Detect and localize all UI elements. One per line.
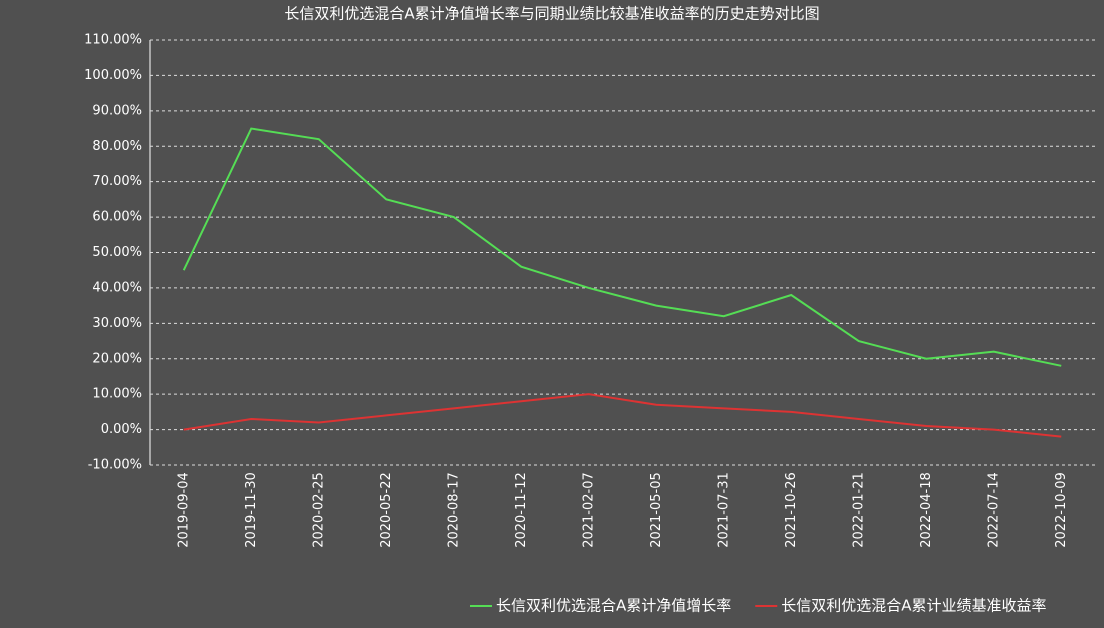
y-tick-label: 50.00% [92,245,142,260]
x-tick-label: 2021-10-26 [784,472,799,548]
x-tick-label: 2022-07-14 [986,472,1001,548]
x-tick-label: 2020-11-12 [514,472,529,548]
legend-label: 长信双利优选混合A累计业绩基准收益率 [781,597,1046,615]
x-tick-label: 2020-05-22 [379,472,394,548]
x-tick-label: 2019-09-04 [176,472,191,548]
chart-title: 长信双利优选混合A累计净值增长率与同期业绩比较基准收益率的历史走势对比图 [284,5,819,23]
x-tick-label: 2022-01-21 [851,472,866,548]
y-tick-label: 100.00% [84,68,142,83]
y-tick-label: 40.00% [92,280,142,295]
x-tick-label: 2020-08-17 [446,472,461,548]
x-tick-label: 2021-07-31 [716,472,731,548]
y-tick-label: 30.00% [92,316,142,331]
y-tick-label: 10.00% [92,387,142,402]
x-tick-label: 2019-11-30 [244,472,259,548]
y-tick-label: 60.00% [92,210,142,225]
background [0,0,1104,628]
x-tick-label: 2021-05-05 [649,472,664,548]
y-tick-label: 20.00% [92,351,142,366]
x-tick-label: 2021-02-07 [581,472,596,548]
y-tick-label: 90.00% [92,103,142,118]
y-tick-label: 70.00% [92,174,142,189]
y-tick-label: 110.00% [84,33,142,48]
y-tick-label: 0.00% [101,422,142,437]
y-tick-label: 80.00% [92,139,142,154]
x-tick-label: 2022-04-18 [919,472,934,548]
y-tick-label: -10.00% [88,458,142,473]
legend-label: 长信双利优选混合A累计净值增长率 [496,597,731,615]
x-tick-label: 2022-10-09 [1054,472,1069,548]
x-tick-label: 2020-02-25 [311,472,326,548]
chart: 长信双利优选混合A累计净值增长率与同期业绩比较基准收益率的历史走势对比图 -10… [0,0,1104,628]
